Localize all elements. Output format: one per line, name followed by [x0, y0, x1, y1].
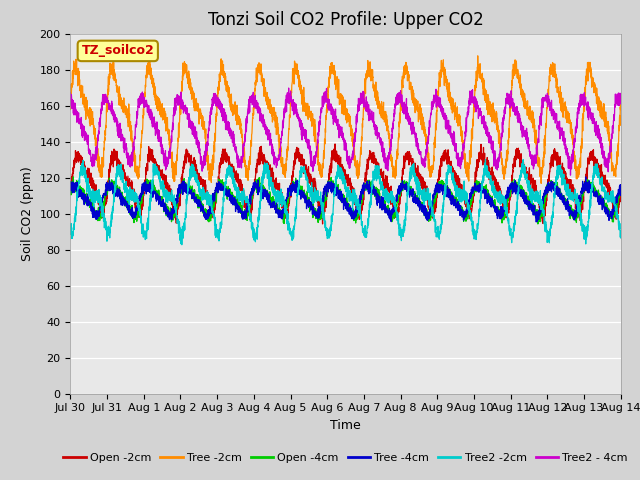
Legend: Open -2cm, Tree -2cm, Open -4cm, Tree -4cm, Tree2 -2cm, Tree2 - 4cm: Open -2cm, Tree -2cm, Open -4cm, Tree -4…: [59, 448, 632, 467]
Tree2 -2cm: [67, 226, 74, 232]
Tree2 - 4cm: [420, 163, 428, 169]
Tree -4cm: [355, 196, 362, 202]
Open -2cm: [617, 192, 625, 198]
Tree -2cm: [444, 94, 452, 100]
Open -2cm: [312, 180, 319, 185]
Tree2 -2cm: [312, 194, 319, 200]
Title: Tonzi Soil CO2 Profile: Upper CO2: Tonzi Soil CO2 Profile: Upper CO2: [208, 11, 483, 29]
Open -4cm: [137, 201, 145, 207]
Open -4cm: [617, 190, 625, 195]
Open -2cm: [331, 141, 339, 147]
Tree -2cm: [617, 97, 625, 103]
Open -4cm: [67, 185, 74, 191]
Tree -4cm: [532, 219, 540, 225]
Tree -4cm: [307, 207, 315, 213]
Line: Tree2 -2cm: Tree2 -2cm: [70, 160, 621, 245]
Tree2 -2cm: [444, 162, 452, 168]
Open -2cm: [445, 159, 452, 165]
Tree -4cm: [444, 191, 452, 196]
X-axis label: Time: Time: [330, 419, 361, 432]
Open -2cm: [355, 204, 363, 210]
Tree -4cm: [420, 206, 428, 212]
Tree2 -2cm: [617, 235, 625, 241]
Tree2 -2cm: [178, 242, 186, 248]
Tree2 - 4cm: [312, 152, 319, 157]
Open -2cm: [420, 188, 428, 193]
Tree -2cm: [67, 107, 74, 112]
Tree2 - 4cm: [566, 172, 574, 178]
Open -4cm: [444, 189, 452, 194]
Tree2 - 4cm: [67, 90, 74, 96]
Tree2 - 4cm: [444, 131, 452, 136]
Tree -2cm: [474, 53, 481, 59]
Line: Open -2cm: Open -2cm: [70, 144, 621, 224]
Open -4cm: [307, 200, 315, 205]
Line: Tree -4cm: Tree -4cm: [70, 177, 621, 222]
Open -4cm: [534, 221, 541, 227]
Open -4cm: [312, 216, 319, 221]
Line: Open -4cm: Open -4cm: [70, 177, 621, 224]
Open -4cm: [420, 208, 428, 214]
Tree2 -2cm: [420, 199, 428, 204]
Open -4cm: [355, 212, 362, 218]
Tree -4cm: [312, 213, 319, 219]
Tree -2cm: [307, 108, 315, 114]
Tree2 - 4cm: [617, 98, 625, 104]
Tree2 - 4cm: [355, 103, 362, 109]
Tree2 - 4cm: [307, 163, 315, 169]
Tree -2cm: [355, 175, 362, 180]
Tree -4cm: [137, 191, 145, 197]
Tree -2cm: [420, 129, 428, 134]
Open -2cm: [319, 221, 326, 227]
Tree -2cm: [538, 180, 545, 186]
Tree -4cm: [582, 174, 589, 180]
Tree2 - 4cm: [137, 97, 145, 103]
Tree -4cm: [67, 179, 74, 185]
Y-axis label: Soil CO2 (ppm): Soil CO2 (ppm): [21, 166, 34, 261]
Open -2cm: [137, 205, 145, 211]
Open -4cm: [70, 174, 77, 180]
Open -2cm: [67, 187, 74, 192]
Text: TZ_soilco2: TZ_soilco2: [81, 44, 154, 58]
Line: Tree -2cm: Tree -2cm: [70, 56, 621, 183]
Line: Tree2 - 4cm: Tree2 - 4cm: [70, 88, 621, 175]
Tree -2cm: [137, 149, 145, 155]
Tree2 -2cm: [355, 199, 362, 205]
Tree2 -2cm: [307, 185, 315, 191]
Tree2 -2cm: [519, 157, 527, 163]
Tree2 -2cm: [137, 212, 145, 218]
Tree2 - 4cm: [285, 85, 292, 91]
Tree -4cm: [617, 185, 625, 191]
Open -2cm: [307, 176, 315, 182]
Tree -2cm: [312, 130, 319, 136]
